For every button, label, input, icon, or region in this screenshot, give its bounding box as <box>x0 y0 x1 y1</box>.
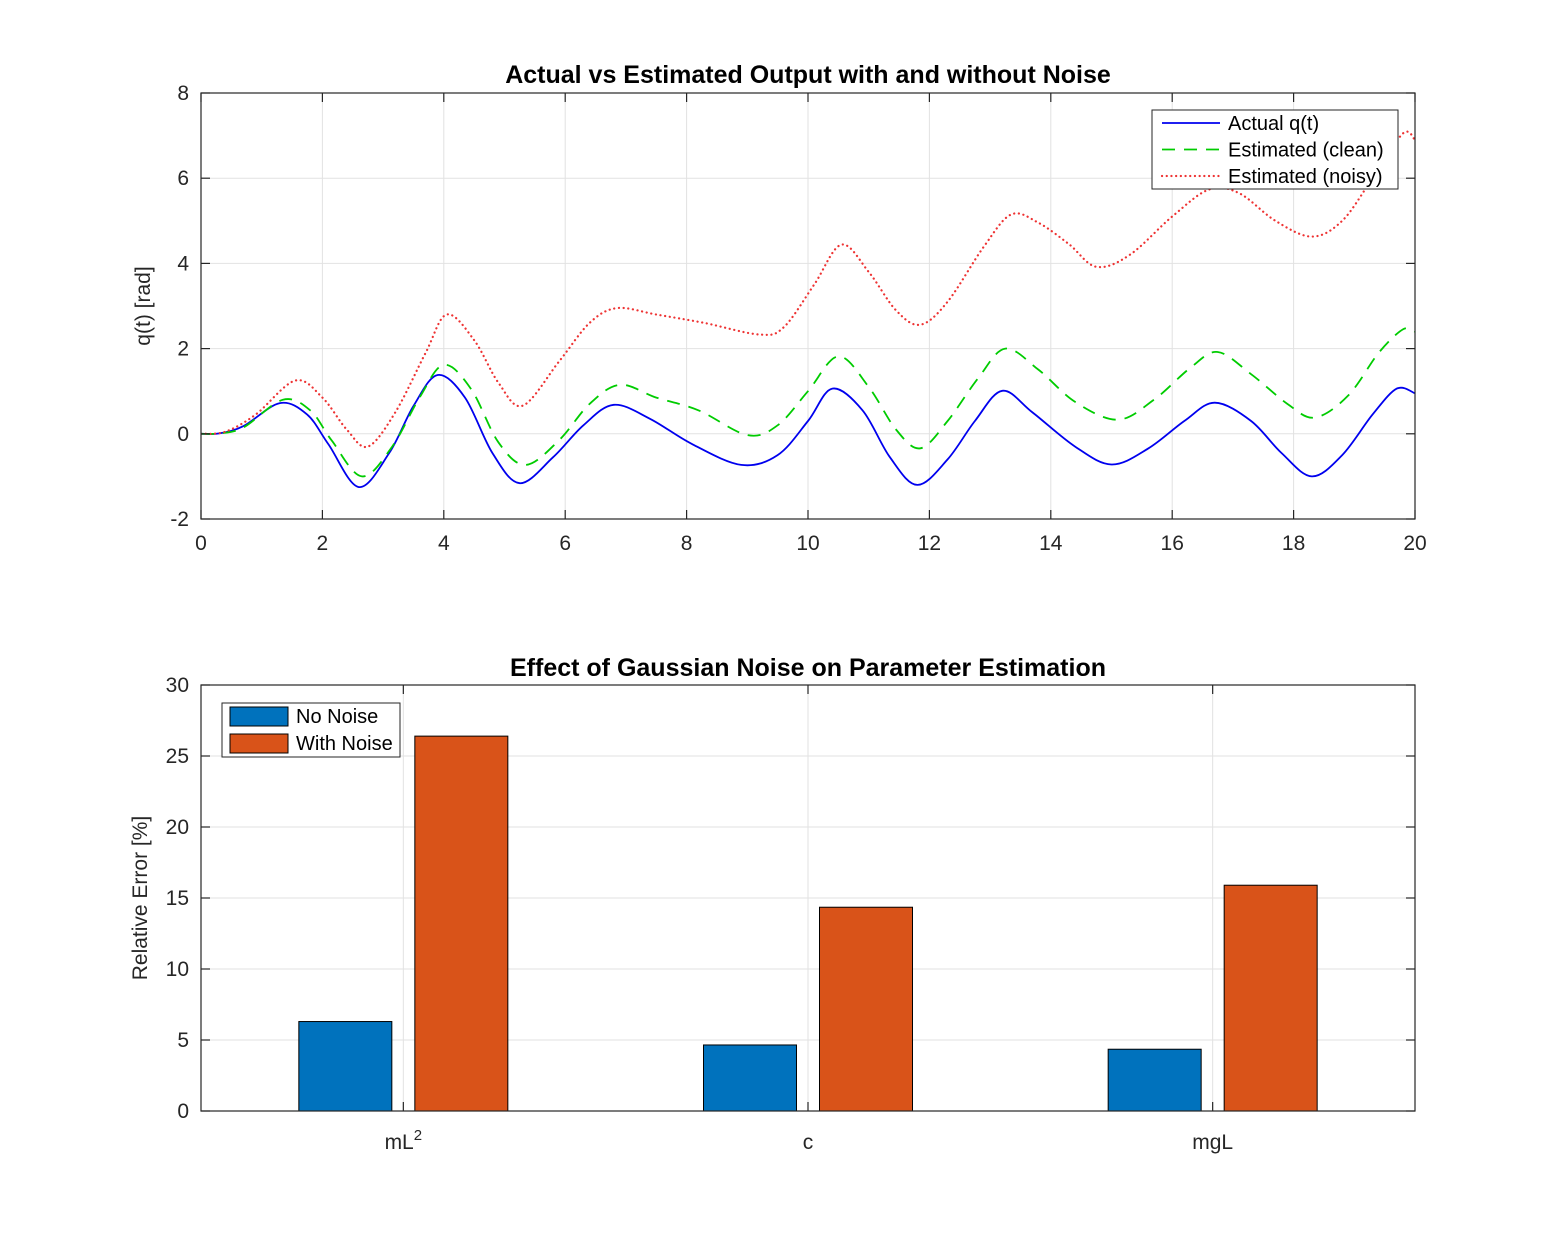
y-tick-label: -2 <box>170 508 189 531</box>
y-tick-label: 8 <box>177 82 189 105</box>
top-legend: Actual q(t) Estimated (clean) Estimated … <box>1151 109 1399 190</box>
x-tick-label: 8 <box>681 532 693 555</box>
line-series-1 <box>201 327 1415 478</box>
x-tick-label: 16 <box>1161 532 1184 555</box>
y-tick-label: 20 <box>166 816 189 839</box>
x-tick-label: 2 <box>317 532 329 555</box>
bar-no-noise-0 <box>298 1021 393 1112</box>
y-tick-label: 0 <box>177 423 189 446</box>
x-tick-label: 10 <box>796 532 819 555</box>
bottom-legend: No Noise With Noise <box>221 702 401 758</box>
x-tick-label: 14 <box>1039 532 1063 555</box>
x-tick-label: 18 <box>1282 532 1305 555</box>
bar-no-noise-2 <box>1107 1048 1202 1112</box>
bottom-ticks: 0 5 10 15 20 25 30 mL2 c mgL <box>166 674 1415 1154</box>
legend-label-no-noise: No Noise <box>296 706 378 728</box>
y-tick-label: 5 <box>177 1029 189 1052</box>
line-series-2 <box>201 130 1415 449</box>
x-tick-label: 20 <box>1403 532 1426 555</box>
top-y-axis-label: q(t) [rad] <box>132 266 155 345</box>
bar-category-label: mL2 <box>385 1127 423 1154</box>
bottom-grid <box>201 685 1415 1111</box>
legend-label-actual: Actual q(t) <box>1228 113 1319 135</box>
bar-category-label: mgL <box>1192 1131 1233 1154</box>
legend-label-estimated-clean: Estimated (clean) <box>1228 140 1384 162</box>
line-series-0 <box>201 374 1415 488</box>
bar-with-noise-2 <box>1223 884 1318 1112</box>
y-tick-label: 4 <box>177 252 189 275</box>
bar-no-noise-1 <box>703 1044 797 1112</box>
x-tick-label: 0 <box>195 532 207 555</box>
y-tick-label: 30 <box>166 674 189 697</box>
bar-with-noise-0 <box>414 735 509 1112</box>
x-tick-label: 6 <box>559 532 571 555</box>
y-tick-label: 10 <box>166 958 189 981</box>
legend-label-estimated-noisy: Estimated (noisy) <box>1228 166 1383 188</box>
top-chart-title: Actual vs Estimated Output with and with… <box>505 61 1111 89</box>
top-ticks: 0 2 4 6 8 10 12 14 16 18 20 -2 0 2 4 6 8 <box>170 82 1426 555</box>
y-tick-label: 0 <box>177 1100 189 1123</box>
y-tick-label: 6 <box>177 167 189 190</box>
x-tick-label: 4 <box>438 532 450 555</box>
legend-label-with-noise: With Noise <box>296 733 393 755</box>
bar-with-noise-1 <box>819 906 913 1112</box>
bottom-y-axis-label: Relative Error [%] <box>129 816 152 981</box>
y-tick-label: 2 <box>177 338 189 361</box>
y-tick-label: 15 <box>166 887 189 910</box>
legend-swatch-no-noise <box>229 706 289 727</box>
legend-swatch-with-noise <box>229 733 289 754</box>
bar-category-label: c <box>803 1131 814 1154</box>
bottom-bars <box>298 735 1318 1112</box>
top-curves <box>201 130 1415 488</box>
x-tick-label: 12 <box>918 532 941 555</box>
bottom-chart-title: Effect of Gaussian Noise on Parameter Es… <box>510 654 1106 682</box>
y-tick-label: 25 <box>166 745 189 768</box>
